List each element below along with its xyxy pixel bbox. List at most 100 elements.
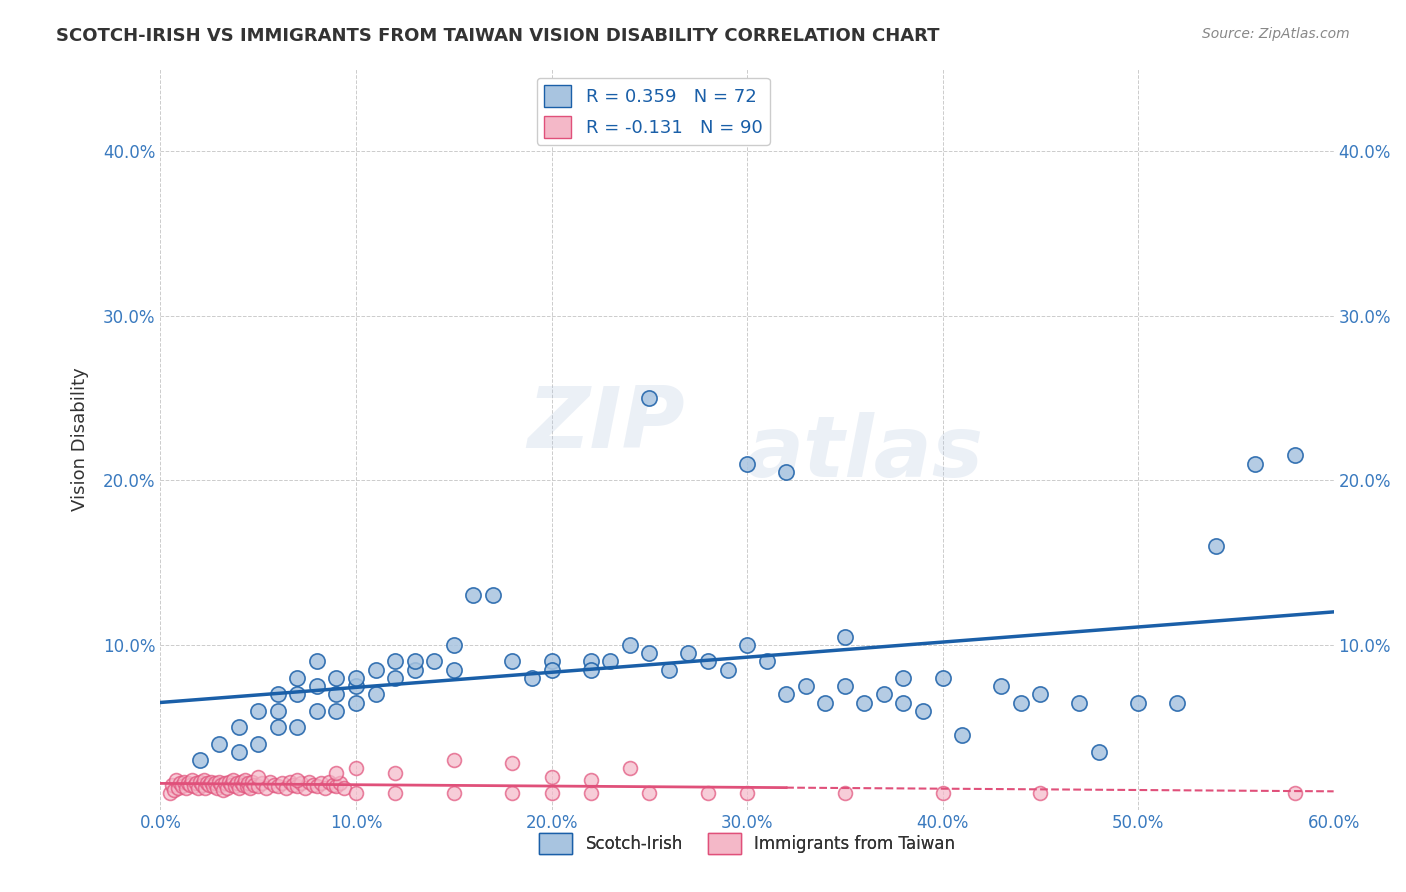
Point xyxy=(834,679,856,693)
Point xyxy=(384,671,406,685)
Point xyxy=(501,654,523,668)
Point xyxy=(775,687,797,701)
Point xyxy=(285,720,308,734)
Point xyxy=(1069,696,1091,710)
Point xyxy=(250,776,273,790)
Point xyxy=(911,704,934,718)
Point xyxy=(214,776,236,790)
Point xyxy=(384,786,406,800)
Point xyxy=(163,782,186,797)
Point xyxy=(242,774,264,789)
Point xyxy=(228,745,250,759)
Point xyxy=(735,457,758,471)
Point xyxy=(678,646,700,660)
Point xyxy=(208,774,231,789)
Point xyxy=(384,654,406,668)
Point xyxy=(225,776,247,790)
Point xyxy=(187,781,209,796)
Point xyxy=(423,654,446,668)
Point xyxy=(169,776,191,790)
Point xyxy=(463,589,485,603)
Point xyxy=(228,781,250,796)
Point xyxy=(540,770,562,784)
Point xyxy=(235,780,257,794)
Point xyxy=(209,778,232,792)
Point xyxy=(218,774,240,789)
Point xyxy=(1284,449,1306,463)
Point xyxy=(183,780,205,794)
Point xyxy=(931,671,953,685)
Point xyxy=(305,654,328,668)
Point xyxy=(834,630,856,644)
Point xyxy=(179,778,201,792)
Point xyxy=(344,679,367,693)
Point xyxy=(931,786,953,800)
Point xyxy=(204,776,226,790)
Point xyxy=(697,786,720,800)
Legend: Scotch-Irish, Immigrants from Taiwan: Scotch-Irish, Immigrants from Taiwan xyxy=(531,827,962,861)
Point xyxy=(270,776,292,790)
Point xyxy=(1088,745,1111,759)
Point xyxy=(1205,539,1227,553)
Point xyxy=(579,663,602,677)
Point xyxy=(893,671,915,685)
Point xyxy=(325,704,347,718)
Point xyxy=(540,654,562,668)
Point xyxy=(443,786,465,800)
Point xyxy=(267,780,290,794)
Point xyxy=(305,679,328,693)
Point xyxy=(333,781,356,796)
Point xyxy=(193,772,215,787)
Point xyxy=(716,663,738,677)
Point xyxy=(579,772,602,787)
Point xyxy=(215,781,238,796)
Point xyxy=(540,663,562,677)
Point xyxy=(263,778,285,792)
Point xyxy=(188,753,211,767)
Point xyxy=(1244,457,1267,471)
Point xyxy=(290,776,312,790)
Point xyxy=(294,781,316,796)
Point xyxy=(205,781,228,796)
Point xyxy=(364,663,387,677)
Point xyxy=(834,786,856,800)
Text: atlas: atlas xyxy=(745,412,983,495)
Point xyxy=(222,772,245,787)
Point xyxy=(1010,696,1032,710)
Point xyxy=(619,638,641,652)
Point xyxy=(1126,696,1149,710)
Point xyxy=(283,778,305,792)
Point xyxy=(344,786,367,800)
Point xyxy=(599,654,621,668)
Point xyxy=(443,663,465,677)
Point xyxy=(950,728,973,742)
Point xyxy=(579,786,602,800)
Point xyxy=(443,753,465,767)
Point xyxy=(520,671,543,685)
Point xyxy=(239,781,262,796)
Point xyxy=(285,772,308,787)
Point xyxy=(325,671,347,685)
Point xyxy=(309,776,332,790)
Point xyxy=(180,772,202,787)
Point xyxy=(318,774,340,789)
Point xyxy=(775,465,797,479)
Point xyxy=(298,774,321,789)
Point xyxy=(305,704,328,718)
Point xyxy=(228,720,250,734)
Point xyxy=(325,780,347,794)
Point xyxy=(814,696,837,710)
Point xyxy=(254,781,277,796)
Point xyxy=(638,786,661,800)
Point xyxy=(200,774,222,789)
Point xyxy=(873,687,896,701)
Point xyxy=(173,774,195,789)
Point xyxy=(243,778,266,792)
Point xyxy=(443,638,465,652)
Point xyxy=(658,663,681,677)
Point xyxy=(735,786,758,800)
Point xyxy=(197,776,219,790)
Point xyxy=(247,737,270,751)
Point xyxy=(208,737,231,751)
Point xyxy=(638,391,661,405)
